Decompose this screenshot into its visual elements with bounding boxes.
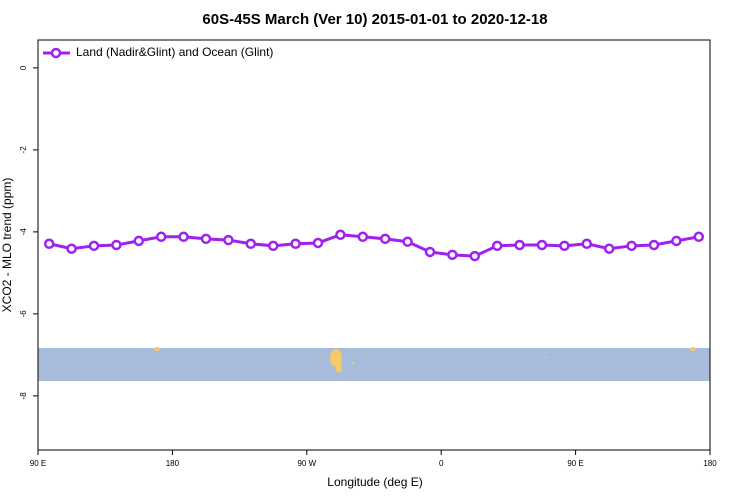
y-axis-label: XCO2 - MLO trend (ppm)	[0, 178, 14, 313]
point	[491, 240, 503, 252]
point	[178, 231, 189, 243]
point	[335, 229, 346, 240]
point	[155, 231, 167, 243]
point	[424, 246, 436, 258]
point	[357, 231, 369, 243]
point	[88, 240, 100, 252]
point	[536, 239, 548, 251]
x-tick-label: 180	[166, 459, 180, 468]
legend-label: Land (Nadir&Glint) and Ocean (Glint)	[76, 45, 273, 59]
x-axis-label: Longitude (deg E)	[327, 475, 422, 489]
plot-frame	[37, 39, 711, 451]
x-tick-label: 90 E	[30, 459, 46, 468]
point	[133, 235, 145, 247]
point	[447, 249, 458, 261]
x-tick-label: 0	[439, 459, 444, 468]
point	[648, 239, 660, 251]
point	[290, 238, 301, 250]
point	[200, 233, 212, 245]
legend-marker	[50, 47, 62, 59]
point	[312, 237, 324, 249]
point	[626, 240, 637, 252]
point	[379, 233, 391, 245]
point	[559, 240, 570, 252]
y-tick-label: -2	[19, 146, 28, 154]
chart-title: 60S-45S March (Ver 10) 2015-01-01 to 202…	[202, 11, 547, 28]
point	[66, 243, 77, 254]
point	[402, 236, 413, 247]
y-tick-label: -8	[19, 392, 28, 400]
x-tick-label: 180	[703, 459, 717, 468]
map-strip	[38, 347, 710, 381]
point	[267, 240, 279, 252]
point	[245, 238, 257, 250]
point	[581, 238, 593, 250]
series-line	[48, 233, 700, 258]
y-tick-label: 0	[19, 65, 28, 70]
x-tick-label: 90 E	[567, 459, 583, 468]
point	[514, 239, 525, 251]
point	[223, 234, 234, 246]
point	[693, 231, 705, 243]
point	[43, 238, 55, 250]
point	[111, 239, 122, 251]
point	[469, 250, 481, 262]
y-tick-label: -6	[19, 310, 28, 318]
y-tick-label: -4	[19, 228, 28, 236]
point	[671, 235, 682, 247]
point	[603, 243, 615, 254]
x-tick-label: 90 W	[297, 459, 316, 468]
